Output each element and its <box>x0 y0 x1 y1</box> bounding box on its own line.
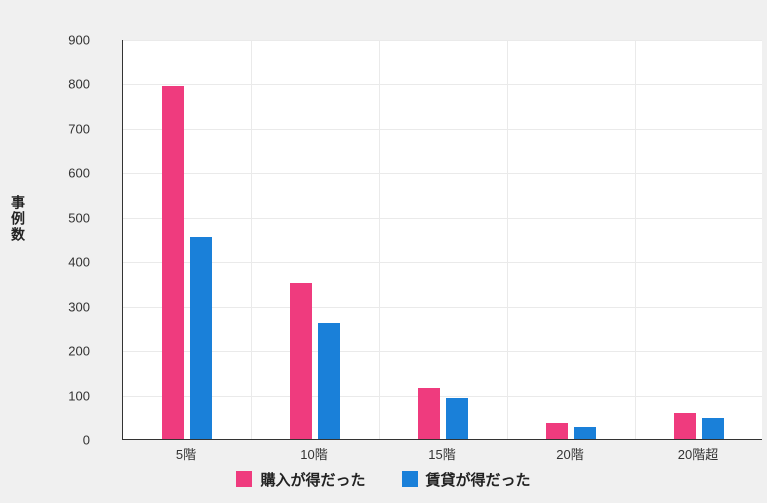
legend-item: 購入が得だった <box>236 469 365 490</box>
bar <box>546 423 568 439</box>
bar <box>162 86 184 439</box>
bar <box>418 388 440 439</box>
ytick-label: 0 <box>50 433 90 448</box>
legend-swatch <box>236 471 252 487</box>
ytick-label: 800 <box>50 77 90 92</box>
legend-item: 賃貸が得だった <box>402 469 531 490</box>
bar <box>674 413 696 439</box>
bar <box>574 427 596 439</box>
legend-label: 購入が得だった <box>260 469 365 490</box>
xtick-label: 20階超 <box>678 444 718 463</box>
gridline-h <box>123 218 762 219</box>
gridline-h <box>123 262 762 263</box>
xtick-label: 10階 <box>300 444 327 463</box>
gridline-h <box>123 129 762 130</box>
legend-swatch <box>402 471 418 487</box>
bar <box>290 283 312 439</box>
ytick-label: 500 <box>50 210 90 225</box>
gridline-v <box>251 40 252 439</box>
bar <box>318 323 340 439</box>
gridline-h <box>123 307 762 308</box>
xtick-label: 15階 <box>428 444 455 463</box>
ytick-label: 300 <box>50 299 90 314</box>
gridline-h <box>123 40 762 41</box>
bar <box>702 418 724 439</box>
bar <box>190 237 212 439</box>
ytick-label: 400 <box>50 255 90 270</box>
gridline-h <box>123 351 762 352</box>
plot-area <box>122 40 762 440</box>
xtick-label: 20階 <box>556 444 583 463</box>
ytick-label: 700 <box>50 121 90 136</box>
gridline-v <box>507 40 508 439</box>
yaxis-title: 事例数 <box>8 195 28 243</box>
chart-container: 01002003004005006007008009005階10階15階20階2… <box>40 20 740 450</box>
gridline-h <box>123 84 762 85</box>
xtick-label: 5階 <box>176 444 196 463</box>
legend-label: 賃貸が得だった <box>426 469 531 490</box>
gridline-h <box>123 173 762 174</box>
gridline-h <box>123 396 762 397</box>
ytick-label: 600 <box>50 166 90 181</box>
gridline-v <box>635 40 636 439</box>
ytick-label: 900 <box>50 33 90 48</box>
legend: 購入が得だった 賃貸が得だった <box>0 469 767 492</box>
ytick-label: 200 <box>50 344 90 359</box>
bar <box>446 398 468 439</box>
ytick-label: 100 <box>50 388 90 403</box>
gridline-v <box>379 40 380 439</box>
